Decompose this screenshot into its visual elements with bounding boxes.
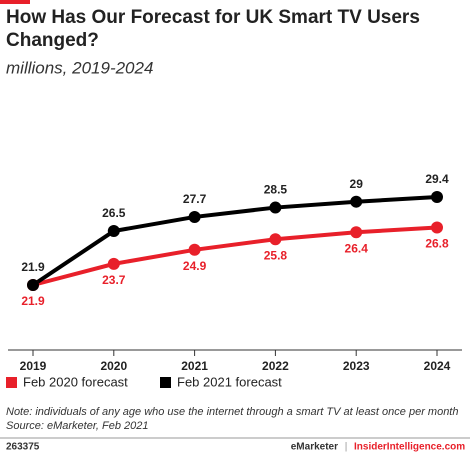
x-tick-label: 2021 [181,359,208,373]
note: Note: individuals of any age who use the… [6,406,458,418]
title-box: How Has Our Forecast for UK Smart TV Use… [6,7,420,51]
data-label: 26.5 [102,206,126,220]
point [107,225,120,238]
x-tick-label: 2019 [20,359,47,373]
point [350,226,363,239]
legend-swatch [160,377,171,388]
source: Source: eMarketer, Feb 2021 [6,420,148,432]
x-tick-label: 2024 [424,359,451,373]
data-label: 21.9 [21,260,45,274]
data-label: 26.8 [425,237,449,251]
series-line [31,195,438,287]
data-label: 28.5 [264,183,288,197]
legend-label: Feb 2021 forecast [177,374,282,389]
accent-bar [0,0,30,4]
legend-swatch [6,377,17,388]
point [188,243,201,256]
data-label: 21.9 [21,294,45,308]
point [431,221,443,234]
data-label: 29 [350,177,364,191]
legend-label: Feb 2020 forecast [23,374,128,389]
point [269,233,282,246]
point [269,201,282,214]
series-line [32,225,438,287]
footer-site: InsiderIntelligence.com [354,442,465,453]
data-label: 25.8 [264,248,288,262]
footer-separator: | [345,442,348,453]
point [107,257,120,270]
point [350,195,363,208]
chart-title: How Has Our Forecast for UK Smart TV Use… [6,7,420,51]
point [431,191,443,203]
x-tick-label: 2020 [100,359,127,373]
point [27,279,39,291]
footer-id: 263375 [6,442,40,453]
data-label: 27.7 [183,192,207,206]
data-label: 29.4 [425,172,449,186]
data-label: 24.9 [183,259,207,273]
x-tick-label: 2023 [343,359,370,373]
x-tick-label: 2022 [262,359,289,373]
footer-brand: eMarketer [291,442,338,453]
chart-subtitle: millions, 2019-2024 [6,58,153,77]
data-label: 23.7 [102,273,126,287]
point [188,210,201,223]
data-label: 26.4 [345,241,369,255]
